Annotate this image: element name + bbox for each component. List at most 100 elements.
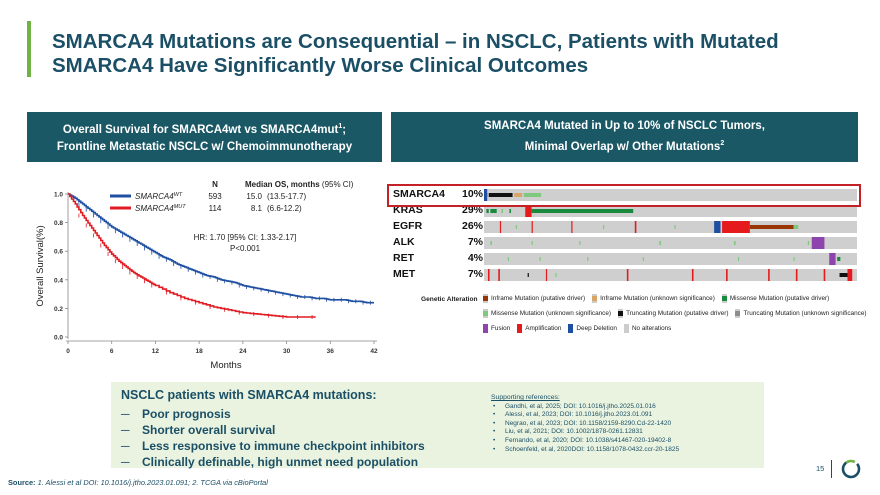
oncoprint-alteration (499, 221, 502, 233)
oncoprint-alteration (515, 225, 517, 229)
chart-axes: 0.0 0.2 0.4 0.6 0.8 1.0 0 6 12 18 24 30 36 42 (54, 192, 378, 356)
bullet-icon: • (493, 402, 496, 410)
summary-item: ─ Less responsive to immune checkpoint in… (121, 438, 425, 454)
x-tick-label: 0 (66, 348, 70, 355)
legend-item: Amplification (517, 324, 561, 333)
gene-label-alk: ALK (393, 236, 415, 248)
gene-pct-ret: 4% (467, 252, 483, 264)
title-accent-bar (27, 21, 31, 77)
chart-legend: SMARCA4WT 593 15.0 (13.5-17.7) SMARCA4MUT 114… (110, 192, 306, 213)
legend-series-name: SMARCA4 (135, 192, 174, 201)
slide-title: SMARCA4 Mutations are Consequential – in… (52, 30, 779, 77)
reference-item: • Alessi, et al, 2023; DOI: 10.1016/j.jth… (491, 411, 679, 420)
x-tick-label: 18 (196, 348, 204, 355)
oncoprint-alteration (807, 241, 809, 245)
x-axis-label: Months (210, 360, 241, 370)
dash-icon: ─ (121, 439, 130, 453)
oncoprint-alteration (768, 269, 770, 281)
gene-pct-smarca4: 10% (461, 188, 483, 200)
legend-label: Missense Mutation (unknown significance) (491, 310, 612, 317)
gene-pct-alk: 7% (467, 236, 483, 248)
left-header-line1-end: ; (342, 123, 347, 136)
oncoprint-alteration (674, 225, 676, 229)
oncoprint-alteration (733, 241, 736, 245)
legend-item: Missense Mutation (putative driver) (721, 294, 830, 303)
legend-swatch-fill (517, 324, 523, 333)
bullet-icon: • (493, 428, 496, 436)
oncoprint-alteration (847, 269, 853, 281)
bullet-icon: • (493, 436, 496, 444)
legend-swatch (592, 294, 598, 303)
legend-swatch (483, 324, 488, 333)
oncoprint-alteration (587, 257, 589, 261)
reference-text: Liu, et al, 2021; DOI: 10.1002/1878-0261… (505, 428, 643, 436)
oncoprint-alteration (490, 241, 492, 245)
oncoprint-alteration (498, 269, 500, 281)
oncoprint-alteration (823, 269, 826, 281)
legend-series-n: 114 (209, 204, 222, 213)
legend-series-name: SMARCA4 (135, 204, 174, 213)
legend-swatch (721, 294, 727, 303)
y-tick-label: 0.4 (54, 277, 63, 284)
company-logo-icon (841, 459, 861, 479)
x-tick-label: 12 (152, 348, 160, 355)
y-tick-label: 0.8 (54, 220, 63, 227)
oncoprint-alteration (714, 221, 721, 233)
reference-text: Gandhi, et al, 2025; DOI: 10.1016/j.jtho… (505, 402, 656, 410)
oncoprint-alteration (484, 189, 488, 201)
legend-row-2: Missense Mutation (unknown significance)… (483, 309, 874, 318)
legend-swatch (483, 294, 488, 303)
oncoprint-alteration (487, 269, 490, 281)
legend-swatch-fill (483, 296, 488, 301)
oncoprint-alteration (839, 273, 848, 277)
x-tick-label: 24 (239, 348, 247, 355)
x-tick-label: 6 (110, 348, 114, 355)
legend-swatch-fill (624, 324, 629, 333)
table-header-median-label: Median OS, months (245, 180, 320, 189)
legend-swatch-fill (592, 296, 598, 301)
legend-swatch (735, 309, 741, 318)
oncoprint-alteration (603, 225, 605, 229)
gene-label-ret: RET (393, 252, 414, 264)
oncoprint-track (484, 221, 857, 233)
oncoprint-alteration (571, 221, 573, 233)
bullet-icon: • (493, 445, 496, 453)
legend-label: Inframe Mutation (putative driver) (491, 295, 586, 302)
legend-label: Missense Mutation (putative driver) (729, 295, 830, 302)
y-tick-label: 0.0 (54, 335, 63, 342)
reference-text: Alessi, et al, 2023; DOI: 10.1016/j.jtho… (505, 411, 653, 419)
oncoprint-track (484, 189, 857, 201)
page-number: 15 (816, 464, 825, 473)
oncoprint-alteration (824, 237, 831, 249)
legend-item: Missense Mutation (unknown significance) (483, 309, 611, 318)
oncoprint-alteration (523, 193, 542, 197)
y-tick-label: 1.0 (54, 192, 63, 199)
legend-item: Truncating Mutation (putative driver) (618, 309, 728, 318)
page-separator (831, 460, 832, 478)
references-list: • Gandhi, et al, 2025; DOI: 10.1016/j.jth… (491, 403, 679, 455)
oncoprint-alteration (490, 209, 497, 213)
legend-label: No alterations (631, 325, 672, 332)
reference-item: • Negrao, et al, 2023; DOI: 10.1158/2159-… (491, 420, 679, 429)
oncoprint-alteration (749, 225, 794, 229)
legend-swatch (483, 309, 488, 318)
reference-item: • Schoenfeld, et al, 2020DOI: 10.1158/107… (491, 446, 679, 455)
gene-pct-kras: 29% (461, 204, 483, 216)
oncoprint-alteration (525, 205, 532, 217)
oncoprint-track (484, 205, 857, 217)
oncoprint-alteration (795, 269, 798, 281)
oncoprint-track (484, 253, 857, 265)
y-tick-label: 0.6 (54, 249, 63, 256)
legend-item: Inframe Mutation (putative driver) (483, 294, 585, 303)
table-header-median: Median OS, months (95% CI) (245, 180, 354, 189)
legend-title: Genetic Alteration (421, 296, 478, 303)
summary-item: ─ Shorter overall survival (121, 422, 425, 438)
right-header-sup: 2 (720, 140, 725, 148)
legend-label: Inframe Mutation (unknown significance) (600, 295, 715, 302)
right-header-line2: Minimal Overlap w/ Other Mutations (524, 140, 721, 153)
legend-label: Fusion (491, 325, 511, 332)
legend-label: Amplification (525, 325, 562, 332)
legend-swatch (568, 324, 574, 333)
x-tick-label: 30 (283, 348, 291, 355)
oncoprint-alteration (527, 273, 529, 277)
